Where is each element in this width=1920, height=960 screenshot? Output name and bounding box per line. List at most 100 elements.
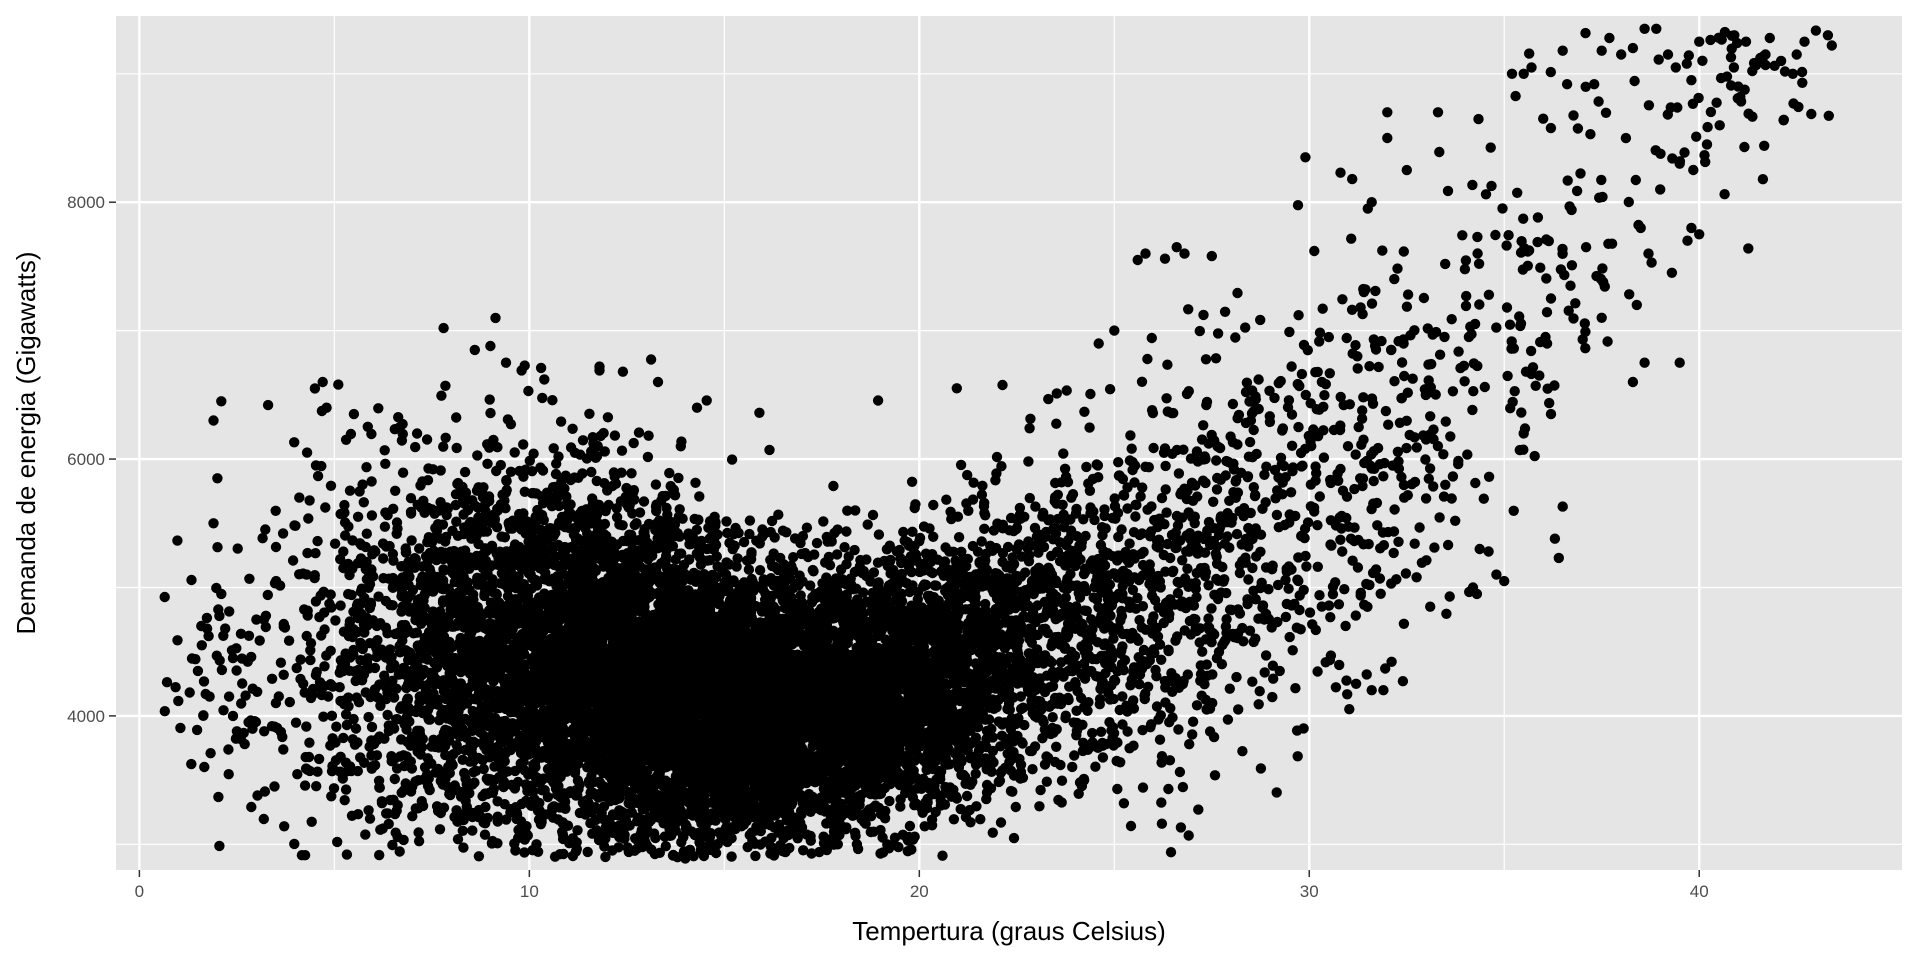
data-point [260, 524, 271, 535]
data-point [335, 554, 346, 565]
data-point [356, 675, 368, 686]
data-point [417, 733, 428, 745]
data-point [416, 796, 427, 807]
data-point [324, 598, 335, 609]
data-point [587, 493, 598, 504]
data-point [669, 490, 681, 501]
data-point [497, 617, 509, 628]
data-point [278, 618, 289, 630]
data-point [363, 582, 374, 593]
data-point [478, 707, 489, 718]
data-point [744, 515, 756, 526]
data-point [159, 591, 170, 603]
data-point [676, 436, 687, 447]
data-point [530, 520, 541, 531]
data-point [523, 385, 534, 397]
data-point [299, 687, 310, 698]
data-point [316, 630, 327, 641]
data-point [479, 788, 491, 799]
data-point [609, 430, 621, 441]
data-point [299, 780, 311, 791]
data-point [347, 734, 358, 745]
data-point [427, 464, 439, 475]
data-point [535, 748, 546, 759]
data-point [438, 441, 449, 452]
data-point [329, 538, 341, 549]
data-point [479, 829, 491, 840]
data-point [394, 641, 405, 652]
data-point [427, 586, 439, 597]
data-point [613, 842, 624, 853]
data-point [577, 573, 588, 584]
data-point [548, 443, 559, 454]
data-point [262, 589, 273, 601]
data-point [581, 504, 592, 515]
data-point [581, 592, 592, 603]
data-point [458, 842, 469, 853]
data-point [548, 632, 559, 644]
data-point [270, 541, 282, 553]
data-point [307, 689, 318, 700]
data-point [512, 654, 524, 665]
data-point [479, 590, 490, 602]
data-point [235, 628, 247, 639]
data-point [454, 566, 465, 578]
data-point [417, 571, 428, 582]
data-point [269, 781, 280, 792]
data-point [577, 435, 589, 446]
data-point [645, 354, 657, 365]
data-point [438, 565, 449, 576]
data-point [302, 547, 313, 559]
data-point [426, 741, 437, 752]
data-point [460, 487, 472, 498]
data-point [186, 653, 198, 664]
data-point [593, 834, 605, 846]
data-point [381, 541, 392, 552]
data-point [170, 682, 181, 693]
data-point [301, 721, 312, 732]
data-point [468, 589, 479, 600]
data-point [232, 543, 243, 554]
data-point [634, 507, 646, 518]
data-point [459, 545, 471, 556]
data-point [548, 812, 559, 823]
data-point [173, 695, 184, 707]
data-point [438, 727, 450, 739]
data-point [491, 548, 502, 559]
data-point [473, 851, 485, 862]
data-point [257, 533, 268, 544]
data-point [340, 530, 351, 541]
data-point [275, 657, 287, 668]
data-point [397, 601, 408, 612]
data-point [530, 576, 542, 587]
data-point [510, 664, 521, 676]
data-point [326, 791, 337, 802]
data-point [661, 502, 672, 514]
data-point [407, 705, 418, 717]
data-point [412, 661, 423, 672]
data-point [392, 714, 403, 725]
data-point [417, 561, 428, 572]
data-point [364, 741, 375, 752]
data-point [530, 649, 541, 661]
data-point [435, 497, 446, 508]
data-point [246, 651, 257, 663]
data-point [318, 711, 329, 722]
data-point [314, 677, 326, 688]
data-point [236, 698, 247, 709]
data-point [159, 706, 170, 717]
data-point [378, 553, 389, 564]
data-point [390, 827, 401, 838]
data-point [524, 455, 535, 466]
data-point [361, 462, 372, 473]
data-point [440, 380, 451, 391]
data-point [452, 477, 464, 489]
data-point [599, 478, 610, 489]
data-point [512, 545, 524, 557]
data-point [348, 713, 359, 725]
data-point [542, 600, 553, 611]
data-point [593, 610, 604, 621]
data-point [486, 560, 497, 571]
data-point [297, 568, 309, 579]
data-point [366, 763, 377, 774]
